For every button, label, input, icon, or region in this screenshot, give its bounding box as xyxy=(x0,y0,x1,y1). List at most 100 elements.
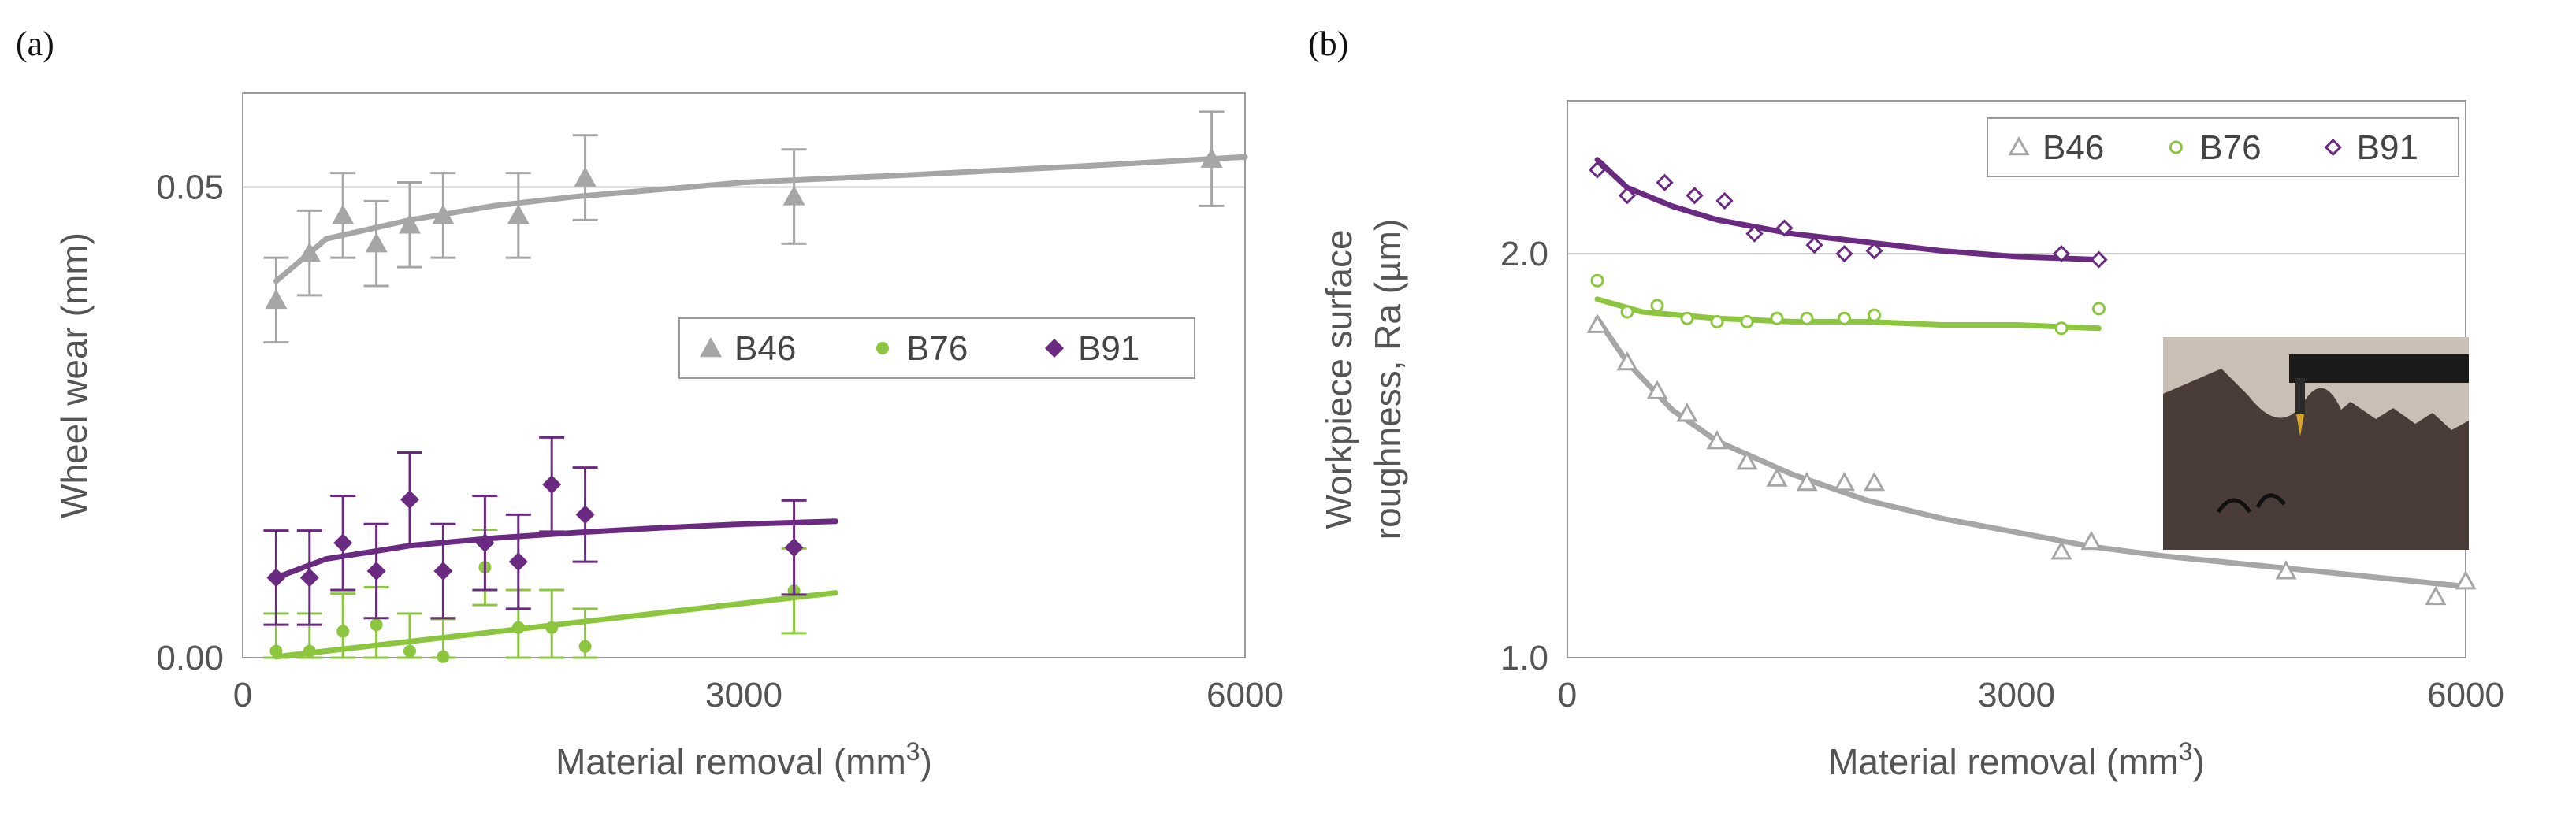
data-point-B91 xyxy=(433,562,453,581)
legend-label-B46: B46 xyxy=(2043,128,2104,167)
legend-marker-B76 xyxy=(876,342,889,354)
data-point-B76 xyxy=(269,644,283,658)
fit-line-B46 xyxy=(1594,315,2469,590)
data-point-B46 xyxy=(2050,540,2072,560)
data-point-B76 xyxy=(545,621,559,634)
x-tick-label: 6000 xyxy=(1206,676,1284,714)
data-point-B46 xyxy=(298,242,321,262)
panel-label: (a) xyxy=(16,24,54,63)
data-point-B76 xyxy=(2092,302,2106,316)
y-tick-label: 0.00 xyxy=(156,639,224,677)
data-point-B46 xyxy=(1706,429,1728,450)
x-axis-label: Material removal (mm3) xyxy=(556,737,932,782)
panel-b: (b) 0 3000 6000 1.0 2.0 Material removal (mm3)… xyxy=(1308,24,2504,782)
workpiece-shape xyxy=(2163,369,2469,550)
data-point-B91 xyxy=(1686,187,1704,205)
data-point-B91 xyxy=(1805,236,1823,254)
data-point-B46 xyxy=(399,213,421,234)
data-point-B76 xyxy=(578,640,592,653)
data-point-B91 xyxy=(1865,242,1883,260)
data-point-B91 xyxy=(1745,224,1764,243)
panel-label: (b) xyxy=(1308,24,1348,63)
data-point-B76 xyxy=(1868,308,1881,322)
fit-line-B91 xyxy=(1594,157,2102,263)
workpiece-marking xyxy=(2216,493,2286,514)
data-point-B76 xyxy=(1590,273,1604,288)
legend-label-B46: B46 xyxy=(734,329,796,368)
data-point-B46 xyxy=(782,185,805,206)
data-point-B46 xyxy=(1616,351,1638,371)
legend-marker-B46 xyxy=(2008,135,2030,156)
y-axis-label: Wheel wear (mm) xyxy=(54,232,95,518)
data-point-B91 xyxy=(1656,173,1674,191)
fit-line-B46 xyxy=(273,154,1248,284)
data-point-B91 xyxy=(542,475,562,495)
data-point-B46 xyxy=(2455,569,2477,590)
data-point-B76 xyxy=(403,644,416,658)
data-point-B76 xyxy=(303,644,316,658)
data-point-B91 xyxy=(1618,187,1637,205)
series-B46 xyxy=(263,110,1248,344)
data-point-B76 xyxy=(1800,311,1814,325)
data-point-B46 xyxy=(1586,313,1608,333)
stylus-arm xyxy=(2289,354,2469,383)
x-tick-label: 6000 xyxy=(2427,676,2504,714)
legend: B46 B76 B91 xyxy=(1987,117,2459,177)
data-point-B76 xyxy=(1680,311,1694,325)
data-point-B76 xyxy=(1620,305,1634,319)
series-B46 xyxy=(1586,313,2477,606)
legend-label-B91: B91 xyxy=(1078,329,1139,368)
y-tick-label: 0.05 xyxy=(156,169,224,207)
data-point-B91 xyxy=(1588,161,1607,179)
data-point-B91 xyxy=(1835,245,1853,263)
data-point-B76 xyxy=(1650,299,1664,313)
data-point-B91 xyxy=(508,552,528,572)
fit-line-B76 xyxy=(1594,296,2102,332)
data-point-B76 xyxy=(1770,311,1784,325)
plot-frame xyxy=(242,92,1246,658)
legend-marker-B91 xyxy=(2324,138,2342,157)
data-point-B76 xyxy=(1710,314,1724,328)
data-point-B46 xyxy=(1736,450,1758,470)
data-point-B46 xyxy=(265,288,288,310)
stylus-holder xyxy=(2295,378,2305,414)
legend-box xyxy=(1987,117,2459,177)
y-tick-label: 1.0 xyxy=(1500,639,1548,677)
data-point-B91 xyxy=(575,505,595,525)
data-point-B91 xyxy=(784,538,804,558)
series-B91 xyxy=(263,436,839,626)
x-axis-label: Material removal (mm3) xyxy=(1828,737,2205,782)
data-point-B46 xyxy=(2275,560,2297,580)
panel-a: (a) 0 3000 6000 0.00 0.05 Material removal (mm… xyxy=(16,24,1284,782)
legend-label-B76: B76 xyxy=(906,329,968,368)
data-point-B91 xyxy=(2090,250,2108,269)
legend-label-B76: B76 xyxy=(2199,128,2261,167)
data-point-B76 xyxy=(437,650,450,663)
data-point-B46 xyxy=(2425,585,2447,606)
data-point-B91 xyxy=(299,568,319,588)
series-B91 xyxy=(1588,157,2108,269)
stylus-tip xyxy=(2296,414,2304,436)
inset-photo xyxy=(2163,337,2469,550)
data-point-B76 xyxy=(1838,311,1851,325)
data-point-B91 xyxy=(366,562,386,581)
legend-box xyxy=(678,317,1195,379)
data-point-B46 xyxy=(574,166,597,187)
data-point-B46 xyxy=(432,204,455,224)
fit-line-B91 xyxy=(273,518,839,581)
data-point-B46 xyxy=(365,232,388,253)
legend-marker-B76 xyxy=(2169,140,2183,154)
data-point-B91 xyxy=(266,568,286,588)
y-axis-label-line2: roughness, Ra (µm) xyxy=(1367,219,1408,540)
x-tick-label: 3000 xyxy=(705,676,782,714)
data-point-B46 xyxy=(2080,530,2102,551)
data-point-B76 xyxy=(511,621,525,634)
data-point-B91 xyxy=(1715,191,1734,210)
data-point-B46 xyxy=(1676,403,1698,422)
x-tick-label: 0 xyxy=(1558,676,1577,714)
data-point-B91 xyxy=(400,490,419,510)
data-point-B76 xyxy=(336,625,350,638)
x-tick-label: 3000 xyxy=(1978,676,2055,714)
series-B76 xyxy=(1590,273,2106,336)
